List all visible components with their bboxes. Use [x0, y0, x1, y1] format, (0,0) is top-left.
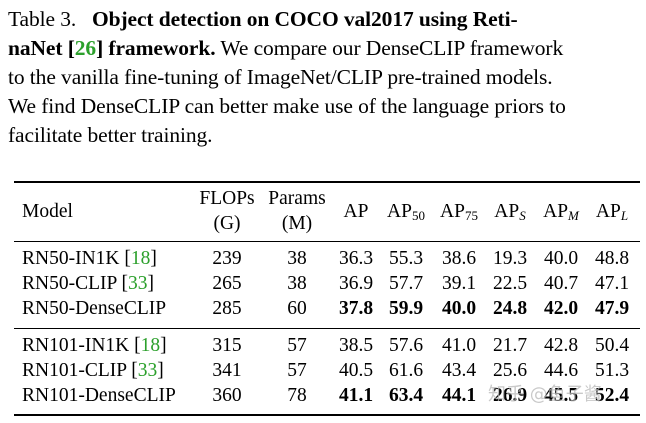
table-cell-apm: 45.5	[543, 385, 579, 406]
caption-line-4: We find DenseCLIP can better make use of…	[8, 94, 566, 118]
table-cell-flops: 265	[212, 273, 242, 294]
caption-line-1: Table 3. Object detection on COCO val201…	[8, 5, 640, 34]
table-cell-aps: 26.9	[492, 385, 528, 406]
table-cell-ap: 41.1	[338, 385, 374, 406]
citation-link[interactable]: 18	[130, 248, 151, 269]
header-ap: AP	[343, 201, 369, 222]
table-row-model: RN101-IN1K [18]	[22, 335, 167, 356]
table-cell-params: 38	[287, 273, 307, 294]
table-cell-ap50: 55.3	[388, 248, 424, 269]
caption-line-3: to the vanilla fine-tuning of ImageNet/C…	[8, 65, 553, 89]
table-cell-ap75: 43.4	[441, 360, 477, 381]
header-ap75: AP75	[440, 201, 478, 223]
table-row-model: RN50-DenseCLIP	[22, 298, 167, 319]
caption-title-part3: ] framework.	[96, 36, 216, 60]
table-cell-flops: 360	[212, 385, 242, 406]
table-cell-ap75: 39.1	[441, 273, 477, 294]
table-cell-ap50: 57.6	[388, 335, 424, 356]
table-cell-ap50: 63.4	[388, 385, 424, 406]
citation-link[interactable]: 33	[127, 273, 148, 294]
table-cell-apm: 42.0	[543, 298, 579, 319]
header-params: Params	[268, 188, 326, 209]
table-cell-params: 60	[287, 298, 307, 319]
table-row-model: RN101-CLIP [33]	[22, 360, 164, 381]
table-cell-ap50: 59.9	[388, 298, 424, 319]
header-aps: APS	[494, 201, 526, 223]
table-cell-ap: 37.8	[338, 298, 374, 319]
header-params-unit: (M)	[281, 213, 313, 234]
caption-line2-rest: We compare our DenseCLIP framework	[215, 36, 564, 60]
table-cell-ap: 38.5	[338, 335, 374, 356]
table-cell-apl: 50.4	[594, 335, 630, 356]
table-cell-aps: 22.5	[492, 273, 528, 294]
table-cell-apm: 42.8	[543, 335, 579, 356]
table-cell-flops: 315	[212, 335, 242, 356]
table-cell-apl: 47.9	[594, 298, 630, 319]
table-cell-ap: 36.9	[338, 273, 374, 294]
table-cell-ap75: 38.6	[441, 248, 477, 269]
citation-link[interactable]: 18	[140, 335, 161, 356]
caption-citation-link[interactable]: 26	[74, 36, 97, 60]
table-cell-flops: 239	[212, 248, 242, 269]
header-apm: APM	[543, 201, 579, 223]
header-apl: APL	[595, 201, 629, 223]
table-row-model: RN50-IN1K [18]	[22, 248, 157, 269]
caption-line-5: facilitate better training.	[8, 123, 213, 147]
table-cell-flops: 341	[212, 360, 242, 381]
table-cell-aps: 21.7	[492, 335, 528, 356]
header-model: Model	[22, 201, 73, 222]
table-cell-ap50: 57.7	[388, 273, 424, 294]
caption-title-part1: Object detection on COCO val2017 using R…	[91, 7, 518, 31]
table-cell-apm: 40.0	[543, 248, 579, 269]
table-cell-apl: 52.4	[594, 385, 630, 406]
header-flops: FLOPs	[199, 188, 255, 209]
table-cell-ap75: 41.0	[441, 335, 477, 356]
table-cell-params: 57	[287, 335, 307, 356]
table-caption: Table 3. Object detection on COCO val201…	[8, 5, 640, 150]
table-cell-aps: 24.8	[492, 298, 528, 319]
table-bottom-rule	[14, 414, 640, 416]
caption-title-part2: naNet [	[8, 36, 75, 60]
table-cell-params: 38	[287, 248, 307, 269]
table-cell-apl: 47.1	[594, 273, 630, 294]
table-cell-ap75: 40.0	[441, 298, 477, 319]
watermark: 知乎 @鱼子酱	[488, 384, 602, 405]
table-cell-ap50: 61.6	[388, 360, 424, 381]
table-cell-aps: 19.3	[492, 248, 528, 269]
caption-label: Table 3.	[8, 7, 77, 31]
table-cell-ap: 36.3	[338, 248, 374, 269]
header-flops-unit: (G)	[213, 213, 241, 234]
table-header-rule	[14, 241, 640, 242]
table-row-model: RN101-DenseCLIP	[22, 385, 176, 406]
table-cell-apl: 51.3	[594, 360, 630, 381]
table-cell-apm: 44.6	[543, 360, 579, 381]
table-cell-ap: 40.5	[338, 360, 374, 381]
caption-line-2: naNet [26] framework. We compare our Den…	[8, 34, 640, 63]
table-group-rule	[14, 328, 640, 329]
table-cell-ap75: 44.1	[441, 385, 477, 406]
table-cell-params: 78	[287, 385, 307, 406]
table-cell-flops: 285	[212, 298, 242, 319]
table-cell-params: 57	[287, 360, 307, 381]
table-row-model: RN50-CLIP [33]	[22, 273, 154, 294]
table-cell-aps: 25.6	[492, 360, 528, 381]
citation-link[interactable]: 33	[137, 360, 158, 381]
table-cell-apm: 40.7	[543, 273, 579, 294]
table-top-rule	[14, 181, 640, 183]
header-ap50: AP50	[387, 201, 425, 223]
table-cell-apl: 48.8	[594, 248, 630, 269]
